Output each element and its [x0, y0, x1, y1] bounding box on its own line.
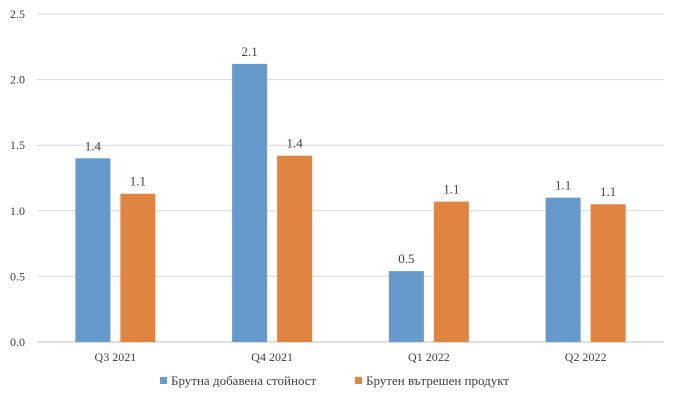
data-labels: 1.4 1.1 2.1 1.4 0.5 1.1 1.1 1.1 [85, 44, 617, 266]
x-tick-label: Q4 2021 [251, 350, 293, 364]
data-label: 1.1 [555, 178, 571, 193]
data-label: 1.1 [600, 184, 616, 199]
x-tick-label: Q2 2022 [565, 350, 607, 364]
legend: Брутна добавена стойност Брутен вътрешен … [160, 373, 509, 388]
x-tick-label: Q3 2021 [95, 350, 137, 364]
legend-label: Брутен вътрешен продукт [366, 373, 509, 388]
data-label: 1.1 [130, 174, 146, 189]
x-tick-label: Q1 2022 [408, 350, 450, 364]
bar [75, 158, 111, 342]
legend-label: Брутна добавена стойност [171, 373, 317, 388]
data-label: 0.5 [398, 251, 414, 266]
bar [433, 201, 469, 342]
y-tick-label: 1.0 [10, 204, 25, 218]
data-label: 1.1 [443, 182, 459, 197]
bar [590, 204, 626, 342]
y-axis-ticks: 0.0 0.5 1.0 1.5 2.0 2.5 [10, 7, 25, 349]
y-tick-label: 2.5 [10, 7, 25, 21]
bar [545, 197, 581, 342]
bar [277, 155, 313, 342]
y-tick-label: 2.0 [10, 73, 25, 87]
legend-swatch [355, 377, 362, 384]
x-axis-ticks: Q3 2021 Q4 2021 Q1 2022 Q2 2022 [95, 350, 607, 364]
bar [388, 271, 424, 342]
data-label: 2.1 [242, 44, 258, 59]
y-tick-label: 0.0 [10, 335, 25, 349]
bar [120, 193, 156, 342]
bars [75, 63, 626, 343]
bar [232, 63, 268, 343]
data-label: 1.4 [287, 136, 304, 151]
y-tick-label: 0.5 [10, 269, 25, 283]
data-label: 1.4 [85, 138, 102, 153]
legend-swatch [160, 377, 167, 384]
y-tick-label: 1.5 [10, 138, 25, 152]
